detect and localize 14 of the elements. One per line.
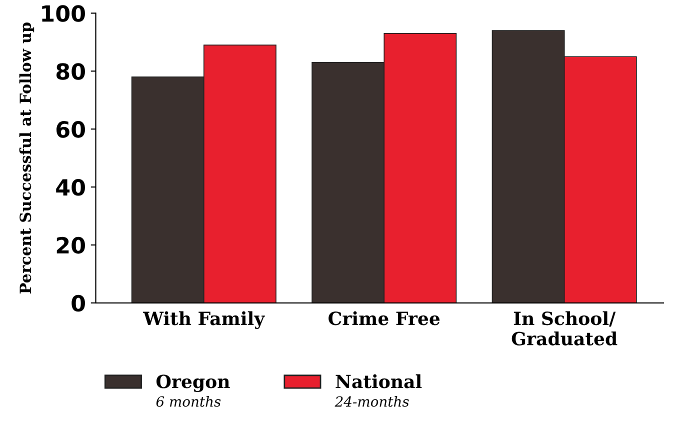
x-tick-label: With Family bbox=[143, 311, 266, 329]
y-tick-label: 100 bbox=[42, 5, 85, 22]
text: 24-months bbox=[334, 396, 409, 407]
y-tick-label: 80 bbox=[56, 63, 85, 80]
legend-label: Oregon bbox=[156, 374, 230, 392]
y-tick-label: 0 bbox=[72, 294, 85, 312]
x-tick-label: In School/ Graduated bbox=[512, 311, 618, 346]
y-tick-label: 60 bbox=[56, 121, 85, 138]
x-tick-label: Crime Free bbox=[328, 311, 440, 326]
y-axis-title: Percent Successful at Follow up bbox=[19, 22, 34, 294]
y-tick-label: 20 bbox=[56, 236, 85, 254]
text: 6 months bbox=[156, 396, 221, 407]
y-tick-label: 40 bbox=[56, 178, 85, 196]
legend-label: National bbox=[336, 374, 422, 388]
